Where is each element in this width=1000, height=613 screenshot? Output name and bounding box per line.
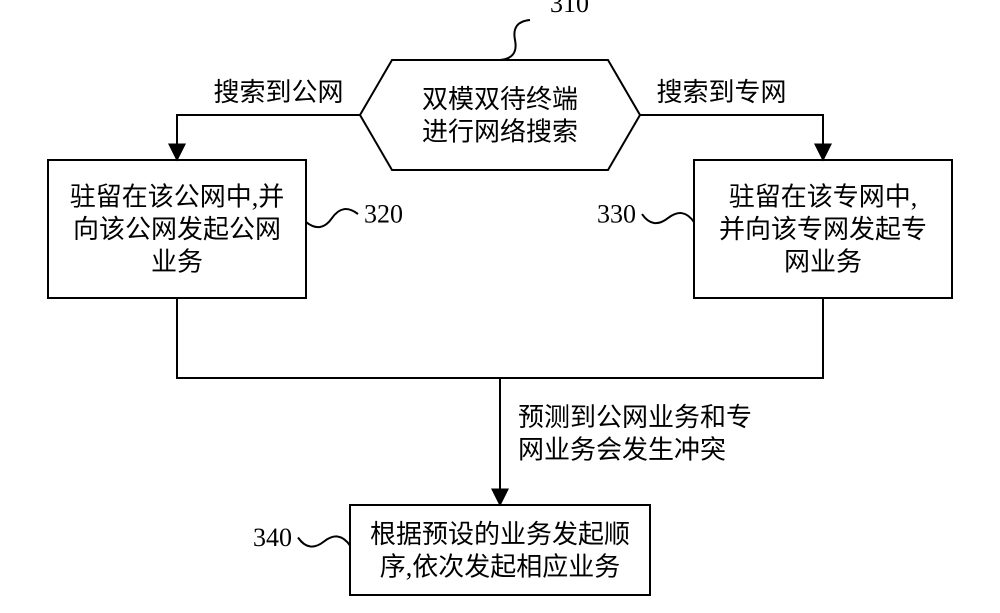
edge-to-right [640,115,823,160]
ref-squiggle [306,209,358,227]
decision-node [360,60,640,170]
label-to-right: 搜索到专网 [656,78,786,107]
edge-left-merge [177,298,500,378]
right-node-ref: 330 [597,200,636,229]
label-to-left: 搜索到公网 [213,78,343,107]
ref-squiggle [642,213,694,223]
label-to-bottom: 预测到公网业务和专网业务会发生冲突 [518,403,752,465]
left-node-ref: 320 [364,200,403,229]
bottom-node [350,505,650,595]
bottom-node-ref: 340 [253,523,292,552]
edge-to-left [177,115,360,160]
edge-right-merge [500,298,823,378]
ref-squiggle [298,536,350,546]
ref-squiggle [500,20,530,60]
ref-310: 310 [550,0,589,18]
